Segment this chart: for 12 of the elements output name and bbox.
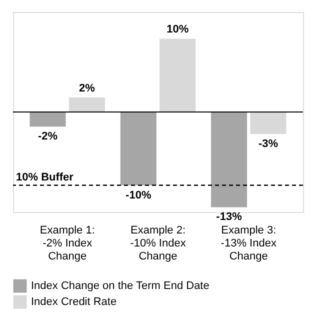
x-tick-label: Example 3: -13% Index Change <box>220 224 277 262</box>
x-tick-label: Example 1: -2% Index Change <box>40 224 95 262</box>
data-label: -2% <box>38 130 58 143</box>
data-label: -13% <box>216 211 242 224</box>
data-label: 10% <box>166 24 189 36</box>
data-label: 2% <box>79 82 96 94</box>
data-label: -10% <box>126 189 152 202</box>
data-label: -3% <box>258 138 278 150</box>
legend-label: Index Change on the Term End Date <box>31 280 210 292</box>
legend-label: Index Credit Rate <box>31 296 117 308</box>
ref-line-label: 10% Buffer <box>16 171 74 184</box>
x-tick-label: Example 2: -10% Index Change <box>130 224 186 262</box>
